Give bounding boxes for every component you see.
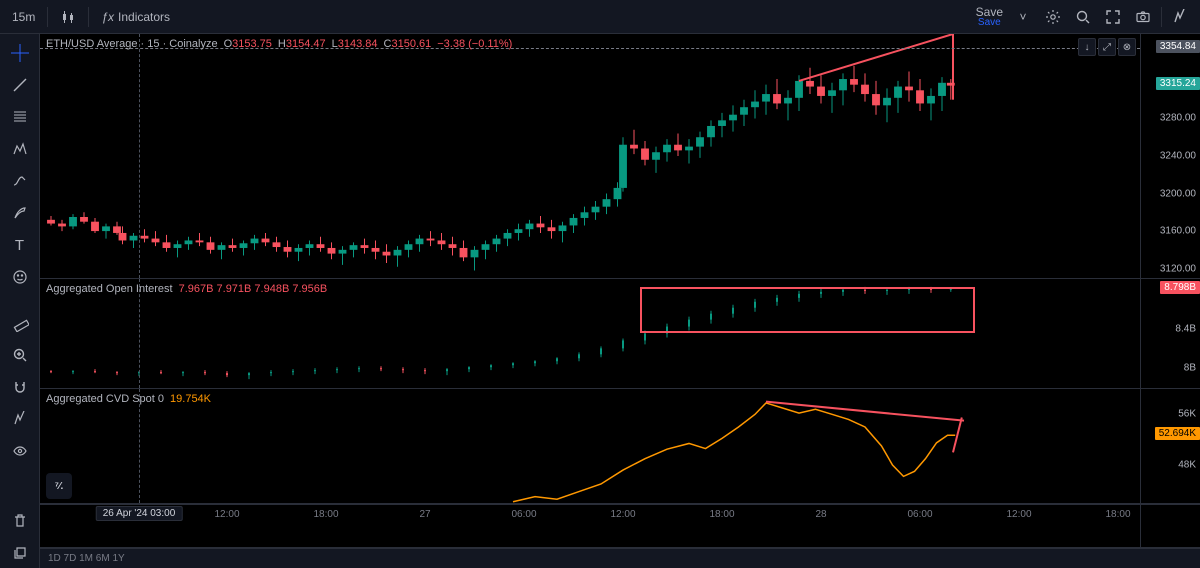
emoji-tool-icon[interactable] [4,262,36,292]
candle-style-button[interactable] [54,4,82,30]
publish-icon[interactable] [1166,4,1194,30]
pattern-tool-icon[interactable] [4,134,36,164]
layers-tool-icon[interactable] [4,538,36,568]
eye-tool-icon[interactable] [4,436,36,466]
cvd-pane[interactable]: Aggregated CVD Spot 0 19.754K ⁷⁄. [40,389,1140,503]
symbol-legend: ETH/USD Average · 15 · Coinalyze O3153.7… [46,38,512,50]
indicators-button[interactable]: ƒxIndicators [95,4,176,30]
time-axis[interactable]: 12:0018:002706:0012:0018:002806:0012:001… [40,504,1200,526]
pane-down-icon[interactable]: ↓ [1078,38,1096,56]
open-interest-pane[interactable]: Aggregated Open Interest 7.967B 7.971B 7… [40,279,1140,388]
price-y-axis[interactable]: 3120.003160.003200.003240.003280.003354.… [1140,34,1200,278]
cvd-y-axis[interactable]: 48K56K52.694K [1140,389,1200,503]
cvd-legend: Aggregated CVD Spot 0 19.754K [46,393,211,405]
empty-pane [40,526,1140,547]
brush-tool-icon[interactable] [4,198,36,228]
price-pane[interactable]: ETH/USD Average · 15 · Coinalyze O3153.7… [40,34,1140,278]
magnet-tool-icon[interactable] [4,372,36,402]
zoom-tool-icon[interactable] [4,340,36,370]
trendline-tool-icon[interactable] [4,70,36,100]
fullscreen-icon[interactable] [1099,4,1127,30]
crosshair-tool-icon[interactable] [4,38,36,68]
oi-legend: Aggregated Open Interest 7.967B 7.971B 7… [46,283,327,295]
ruler-tool-icon[interactable] [4,308,36,338]
range-buttons[interactable]: 1D 7D 1M 6M 1Y [48,553,125,564]
text-tool-icon[interactable]: T [4,230,36,260]
pane-collapse-icon[interactable]: ⤢ [1098,38,1116,56]
save-dropdown-icon[interactable]: ˅ [1009,4,1037,30]
save-button[interactable]: Save Save [976,6,1003,28]
top-toolbar: 15m ƒxIndicators Save Save ˅ [0,0,1200,34]
fib-tool-icon[interactable] [4,102,36,132]
tradingview-logo-icon: ⁷⁄. [46,473,72,499]
drawing-toolbar: T [0,34,40,568]
interval-selector[interactable]: 15m [6,4,41,30]
settings-gear-icon[interactable] [1039,4,1067,30]
camera-icon[interactable] [1129,4,1157,30]
forecast-tool-icon[interactable] [4,166,36,196]
search-icon[interactable] [1069,4,1097,30]
chart-area: ETH/USD Average · 15 · Coinalyze O3153.7… [40,34,1200,568]
lock-tool-icon[interactable] [4,404,36,434]
trash-tool-icon[interactable] [4,506,36,536]
oi-y-axis[interactable]: 8B8.4B8.798B [1140,279,1200,388]
pane-close-icon[interactable]: ⊗ [1118,38,1136,56]
bottom-range-bar: 1D 7D 1M 6M 1Y [40,548,1200,568]
